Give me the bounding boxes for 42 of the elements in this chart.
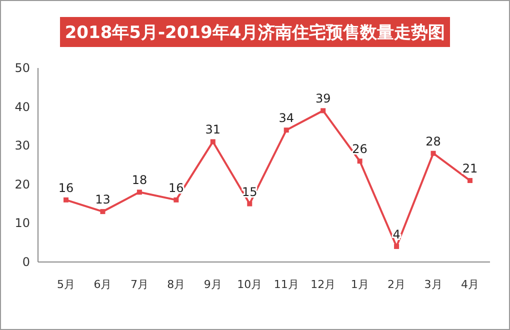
data-label: 16 (168, 180, 184, 195)
x-tick-label: 3月 (424, 278, 442, 291)
x-tick-label: 9月 (204, 278, 222, 291)
data-label: 4 (392, 227, 400, 242)
x-tick-label: 1月 (350, 278, 369, 291)
data-label: 16 (58, 180, 74, 195)
x-tick-label: 10月 (237, 278, 262, 291)
point (468, 178, 472, 184)
point (284, 128, 289, 133)
x-tick-label: 4月 (461, 278, 479, 291)
data-label: 26 (352, 142, 368, 156)
x-tick-label: 8月 (167, 278, 186, 291)
x-tick-label: 6月 (94, 278, 112, 291)
y-tick-label: 0 (22, 255, 30, 269)
data-label: 28 (426, 134, 441, 148)
x-tick-label: 5月 (57, 278, 75, 291)
data-label: 31 (205, 122, 221, 137)
point (100, 209, 106, 214)
point (174, 197, 179, 202)
point (430, 150, 436, 156)
data-label: 21 (462, 162, 478, 176)
y-tick-label: 20 (14, 177, 30, 192)
data-label: 13 (95, 192, 110, 207)
point (394, 244, 400, 249)
data-label: 18 (132, 173, 148, 188)
y-tick-label: 50 (14, 61, 30, 75)
y-tick-label: 10 (14, 216, 30, 230)
point (247, 201, 252, 206)
y-tick-label: 30 (14, 138, 30, 153)
data-label: 34 (278, 111, 294, 126)
data-label: 39 (315, 92, 331, 106)
x-tick-label: 11月 (274, 278, 299, 291)
y-tick-label: 40 (14, 100, 30, 114)
point (210, 139, 216, 144)
point (320, 108, 326, 114)
x-tick-label: 2月 (388, 278, 406, 291)
point (136, 190, 142, 195)
x-tick-label: 12月 (310, 278, 336, 291)
chart-title: 2018年5月-2019年4月济南住宅预售数量走势图 (64, 23, 446, 43)
x-tick-label: 7月 (130, 278, 148, 291)
point (64, 197, 68, 202)
point (357, 158, 362, 164)
